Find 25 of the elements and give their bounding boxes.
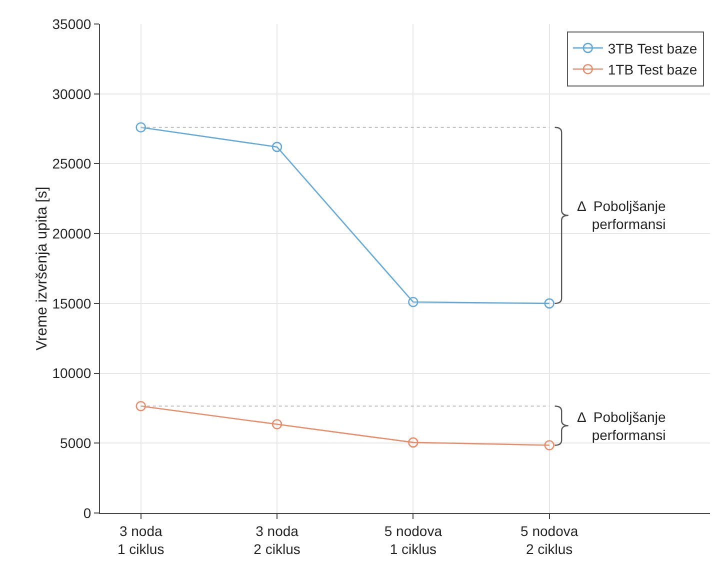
y-tick-label: 5000 [60, 435, 92, 452]
point [272, 142, 282, 152]
point [408, 296, 418, 308]
point [272, 419, 282, 430]
y-tick-label: 10000 [52, 365, 92, 382]
y-tick-label: 35000 [52, 16, 92, 32]
x-tick-label: 5 nodova 2 ciklus [520, 522, 578, 557]
legend-label: 3TB Test baze [608, 40, 698, 56]
x-tick-label: 3 noda 2 ciklus [254, 522, 300, 557]
point [544, 298, 554, 309]
annotation: Δ Poboljšanje performansi [577, 409, 666, 444]
legend-label: 1TB Test baze [608, 62, 698, 78]
x-tick-label: 3 noda 1 ciklus [118, 522, 164, 557]
y-tick-label: 30000 [52, 86, 92, 102]
y-tick-label: 15000 [52, 295, 92, 312]
point [136, 122, 146, 133]
point [136, 400, 146, 412]
y-tick-label: 0 [83, 504, 92, 521]
y-tick-label: 20000 [52, 225, 92, 242]
point [544, 440, 554, 450]
annotation: Δ Poboljšanje performansi [577, 198, 666, 232]
x-tick-label: 5 nodova 1 ciklus [384, 522, 442, 557]
point [408, 437, 418, 448]
y-tick-label: 25000 [52, 156, 92, 172]
y-axis-title: Vreme izvršenja upita [s] [33, 186, 50, 350]
